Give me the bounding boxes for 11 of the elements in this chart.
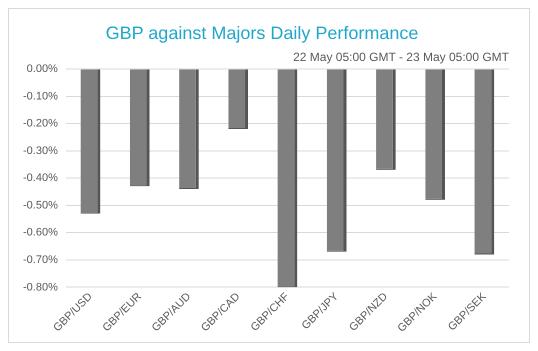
y-tick-label: -0.10% — [22, 90, 58, 102]
y-tick-label: -0.40% — [22, 172, 58, 184]
y-tick-label: -0.80% — [22, 281, 58, 294]
y-tick-label: 0.00% — [26, 63, 58, 76]
y-tick-label: -0.30% — [22, 144, 58, 157]
chart-title: GBP against Majors Daily Performance — [106, 22, 418, 43]
y-tick-label: -0.20% — [22, 118, 58, 130]
y-tick-label: -0.70% — [22, 254, 58, 266]
chart-subtitle: 22 May 05:00 GMT - 23 May 05:00 GMT — [293, 50, 510, 64]
y-tick-label: -0.60% — [22, 226, 58, 239]
y-tick-label: -0.50% — [22, 199, 58, 212]
